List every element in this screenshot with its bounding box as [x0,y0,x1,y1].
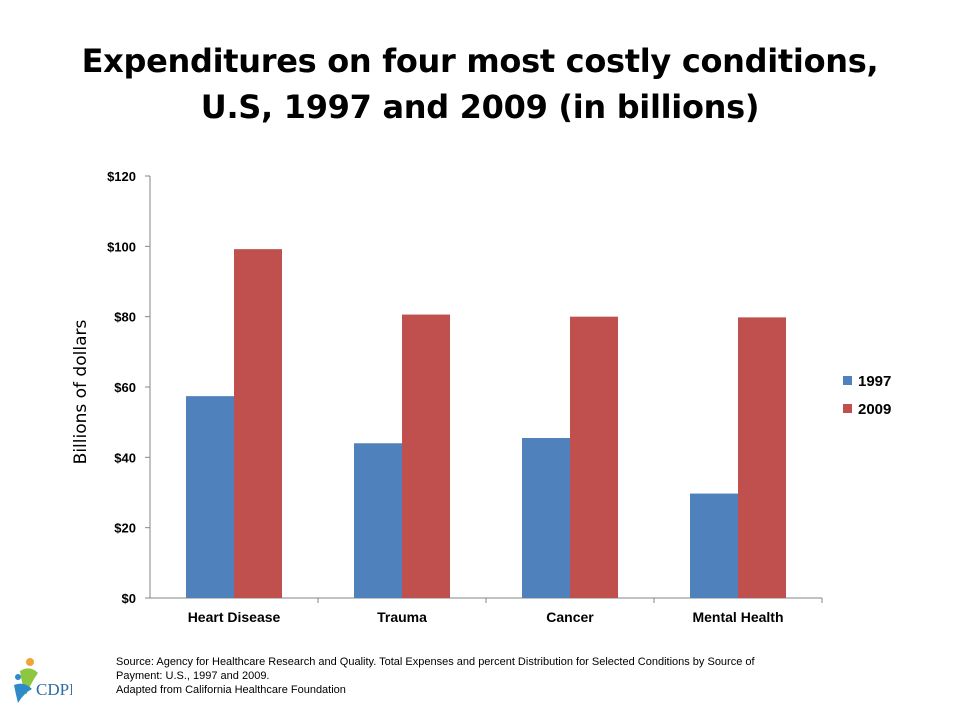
bar-heart-disease-1997 [186,396,234,598]
chart-ticks: $0 $20 $40 $60 $80 $100 $120 [107,169,823,606]
chart-bars [186,249,786,598]
logo-figure-head-orange [26,658,34,666]
logo-figure-blue [14,683,32,703]
legend-swatch-1997 [843,376,852,385]
chart-legend: 1997 2009 [843,373,891,418]
bar-heart-disease-2009 [234,249,282,598]
logo-wordmark: CDPH [36,680,72,699]
source-line-1: Source: Agency for Healthcare Research a… [116,656,755,668]
chart-categories: Heart Disease Trauma Cancer Mental Health [188,609,784,625]
title-line-2: U.S, 1997 and 2009 (in billions) [200,88,760,126]
legend-swatch-2009 [843,404,852,413]
x-tick-label: Trauma [377,609,427,625]
x-tick-label: Mental Health [692,609,783,625]
cdph-logo: CDPH [14,658,72,703]
source-line-2: Payment: U.S., 1997 and 2009. [116,670,270,682]
y-tick-label: $80 [114,310,136,325]
y-tick-label: $100 [107,239,136,254]
y-tick-label: $60 [114,380,136,395]
source-note: Source: Agency for Healthcare Research a… [116,655,916,697]
logo-figure-head-blue [15,674,21,680]
bar-cancer-1997 [522,437,570,598]
legend-label-2009: 2009 [858,401,891,418]
slide-title: Expenditures on four most costly conditi… [40,38,920,130]
legend-label-1997: 1997 [858,373,891,390]
bar-mental-health-1997 [690,493,738,598]
title-line-1: Expenditures on four most costly conditi… [81,42,879,80]
bar-mental-health-2009 [738,317,786,598]
y-tick-label: $40 [114,450,136,465]
y-tick-label: $0 [122,591,136,606]
bar-cancer-2009 [570,316,618,598]
y-axis-label: Billions of dollars [71,320,91,465]
x-tick-label: Cancer [546,609,594,625]
y-tick-label: $20 [114,521,136,536]
source-line-3: Adapted from California Healthcare Found… [116,684,346,696]
bar-trauma-1997 [354,443,402,598]
x-tick-label: Heart Disease [188,609,281,625]
y-tick-label: $120 [107,169,136,184]
bar-trauma-2009 [402,314,450,598]
